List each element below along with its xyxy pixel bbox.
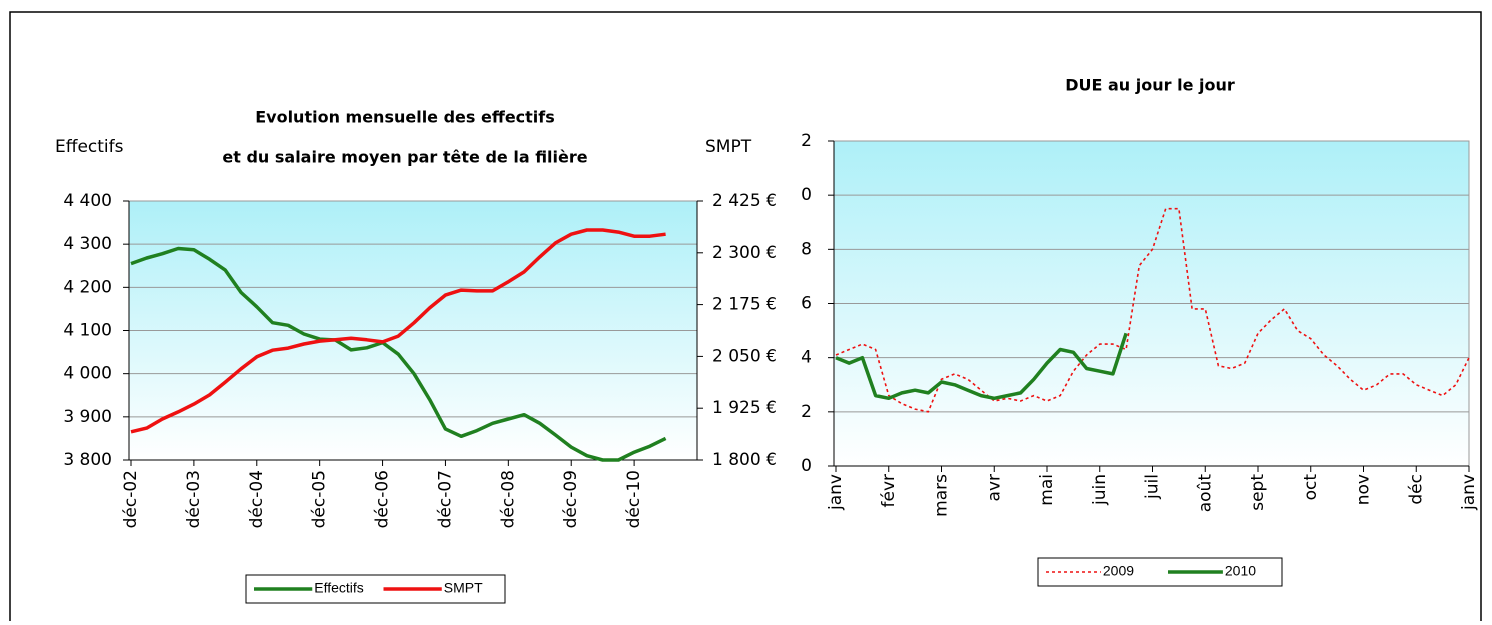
y-tick-label: 3 800: [63, 450, 112, 470]
x-tick-label: mars: [932, 474, 952, 517]
y2-tick-label: 2 300 €: [712, 243, 777, 263]
x-tick-label: juil: [1143, 474, 1163, 500]
y-tick-label: 4 300: [63, 234, 112, 254]
x-tick-label: avr: [984, 474, 1004, 501]
x-tick-label: mai: [1037, 474, 1057, 506]
series-line: [835, 332, 1128, 401]
x-tick-label: déc-03: [184, 470, 204, 528]
legend-label: 2009: [1103, 563, 1134, 579]
y-tick-label: 4 000: [63, 364, 112, 384]
legend-label: Effectifs: [314, 580, 364, 596]
x-tick-label: févr: [879, 474, 899, 508]
y2-tick-label: 1 925 €: [712, 398, 777, 418]
x-tick-label: déc-10: [624, 470, 644, 528]
y2-axis-label: SMPT: [705, 137, 752, 157]
series-line: [130, 228, 666, 434]
x-tick-label: août: [1195, 474, 1215, 513]
y-tick-label: 4: [801, 348, 812, 368]
y-tick-label: 2: [801, 402, 812, 422]
x-tick-label: déc-08: [498, 470, 518, 528]
y-tick-label: 3 900: [63, 407, 112, 427]
y2-tick-label: 2 425 €: [712, 191, 777, 211]
y-tick-label: 4 400: [63, 191, 112, 211]
x-tick-label: juin: [1090, 474, 1110, 506]
chart-title: Evolution mensuelle des effectifs: [255, 108, 555, 127]
legend-label: SMPT: [444, 580, 483, 596]
x-tick-label: déc-04: [247, 470, 267, 528]
x-tick-label: janv: [826, 474, 846, 511]
y-tick-label: 0: [801, 185, 812, 205]
frame: [9, 11, 1482, 625]
x-tick-label: déc-07: [435, 470, 455, 528]
chart-title: DUE au jour le jour: [1065, 76, 1235, 95]
x-tick-label: déc: [1406, 474, 1426, 505]
x-tick-label: déc-06: [373, 470, 393, 528]
series-line: [130, 246, 667, 462]
x-tick-label: déc-02: [121, 470, 141, 528]
x-tick-label: sept: [1248, 474, 1268, 511]
series-line: [835, 207, 1470, 413]
y-tick-label: 8: [801, 239, 812, 259]
y-tick-label: 0: [801, 456, 812, 476]
x-tick-label: janv: [1459, 474, 1479, 511]
y2-tick-label: 1 800 €: [712, 450, 777, 470]
y2-tick-label: 2 050 €: [712, 346, 777, 366]
y2-tick-label: 2 175 €: [712, 295, 777, 315]
x-tick-label: déc-09: [561, 470, 581, 528]
y-axis-label: Effectifs: [55, 137, 124, 157]
y-tick-label: 2: [801, 131, 812, 151]
y-tick-label: 4 100: [63, 321, 112, 341]
chart-title: et du salaire moyen par tête de la filiè…: [222, 148, 587, 167]
y-tick-label: 6: [801, 294, 812, 314]
x-tick-label: nov: [1354, 474, 1374, 505]
x-tick-label: oct: [1301, 474, 1321, 501]
legend-label: 2010: [1225, 563, 1256, 579]
y-tick-label: 4 200: [63, 277, 112, 297]
x-tick-label: déc-05: [310, 470, 330, 528]
